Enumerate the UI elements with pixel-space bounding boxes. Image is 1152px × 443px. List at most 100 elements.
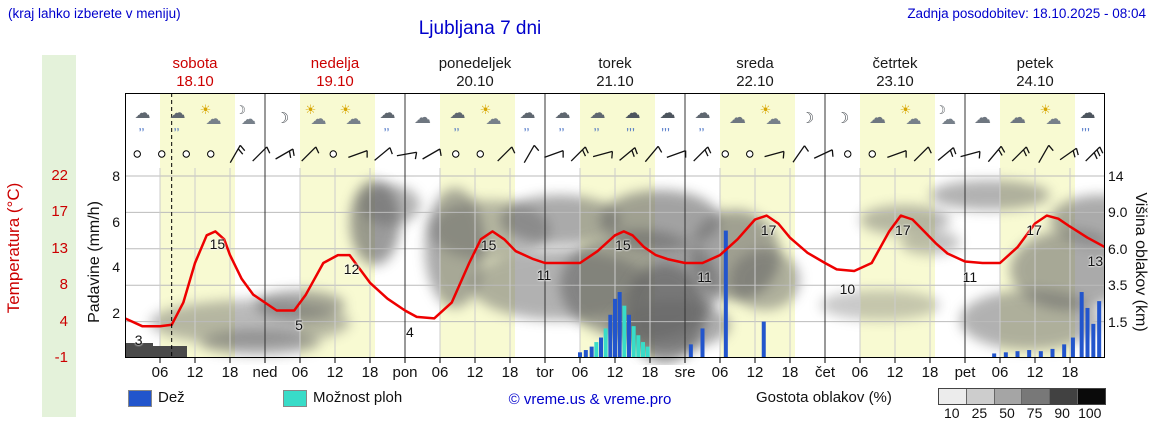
wind-barb-feather [1022, 149, 1028, 157]
calm-wind-icon [452, 150, 460, 158]
x-tick-hour: 12 [1026, 364, 1044, 381]
day-header-ponedeljek: ponedeljek 20.10 [405, 55, 545, 91]
shower-bar [645, 346, 650, 358]
wind-barb-icon [644, 145, 659, 163]
wind-barb-feather [237, 148, 244, 155]
day-date: 21.10 [596, 73, 634, 90]
rain-bar [589, 346, 594, 358]
day-name: torek [598, 55, 632, 72]
cloud-density-legend-label: Gostota oblakov (%) [756, 389, 892, 406]
wind-barb-icon [693, 146, 709, 162]
calm-wind-icon [721, 150, 729, 158]
wind-barb-feather [288, 150, 292, 159]
x-tick-hour: 18 [781, 364, 799, 381]
cloud-density-scale-bar [938, 388, 1106, 405]
wind-barb-icon [987, 145, 1002, 163]
x-tick-hour: 12 [186, 364, 204, 381]
x-tick-hour: 18 [221, 364, 239, 381]
wind-barb-feather [533, 144, 540, 152]
wind-barb-icon [348, 149, 368, 159]
cloud-density-blob [360, 185, 420, 225]
day-date: 19.10 [316, 73, 354, 90]
shower-bar [641, 342, 645, 358]
rain-bar [578, 352, 582, 358]
day-header-sreda: sreda 22.10 [685, 55, 825, 91]
calm-wind-icon [844, 150, 852, 158]
rain-legend-label: Dež [158, 389, 185, 406]
day-date: 20.10 [456, 73, 494, 90]
plot-frame [125, 93, 1105, 358]
x-tick-hour: 06 [851, 364, 869, 381]
temperature-curve [125, 214, 1105, 328]
rain-bar [1079, 292, 1084, 358]
credit-link[interactable]: © vreme.us & vreme.pro [508, 391, 672, 408]
wind-barb-feather [239, 144, 246, 152]
shower-bar [594, 342, 599, 358]
wind-barb-icon [1011, 146, 1027, 162]
wind-barb-feather [581, 149, 587, 157]
cloud-density-blob [930, 180, 1050, 210]
wind-barb-icon [301, 146, 317, 162]
density-scale-cell [994, 389, 1023, 404]
x-tick-hour: 12 [746, 364, 764, 381]
x-tick-hour: 18 [361, 364, 379, 381]
density-scale-cell [966, 389, 995, 404]
temperature-axis-label: Temperatura (°C) [4, 182, 23, 314]
wind-barb-feather [1048, 144, 1054, 152]
wind-barb-icon [913, 146, 929, 162]
wind-barb-feather [414, 152, 418, 160]
wind-barb-feather [511, 146, 516, 154]
wind-barb-icon [960, 150, 981, 158]
density-scale-tick: 25 [971, 405, 988, 421]
calm-wind-icon [207, 150, 215, 158]
x-tick-hour: 06 [571, 364, 589, 381]
wind-barb-feather [389, 147, 393, 155]
wind-barb-icon [570, 146, 586, 162]
wind-barb-feather [1096, 149, 1101, 157]
day-name: nedelja [310, 55, 360, 72]
cloud-density-blob [1010, 230, 1105, 310]
cloud-density-blob [1050, 195, 1105, 245]
past-precip-bar [153, 346, 187, 358]
wind-barb-icon [1059, 147, 1077, 161]
x-tick-hour: 18 [501, 364, 519, 381]
x-tick-hour: 18 [1061, 364, 1079, 381]
rain-bar [617, 292, 622, 358]
day-date: 23.10 [876, 73, 914, 90]
wind-barb-icon [523, 145, 535, 163]
wind-barb-feather [266, 146, 271, 154]
rain-bar [1085, 307, 1090, 358]
rain-bar [608, 314, 613, 358]
wind-barb-icon [619, 147, 636, 161]
day-header-četrtek: četrtek 23.10 [825, 55, 965, 91]
density-scale-cell [1022, 389, 1051, 404]
wind-barb-icon [1085, 146, 1101, 162]
rain-legend-swatch [128, 390, 152, 407]
wind-barb-icon [497, 146, 513, 162]
day-name: četrtek [872, 55, 918, 72]
rain-bar [1050, 348, 1055, 358]
x-tick-day: čet [814, 364, 835, 381]
day-name: petek [1016, 55, 1054, 72]
wind-barb-icon [252, 146, 268, 162]
wind-barb-icon [764, 150, 785, 158]
shower-bar [636, 335, 641, 358]
rain-bar [761, 321, 766, 358]
wind-barb-feather [611, 151, 614, 159]
day-date: 18.10 [176, 73, 214, 90]
x-tick-hour: 06 [151, 364, 169, 381]
rain-bar [688, 344, 693, 358]
page-title: Ljubljana 7 dni [418, 18, 542, 39]
x-tick-day: pet [954, 364, 976, 381]
wind-barb-icon [374, 147, 391, 161]
wind-barb-icon [813, 149, 833, 159]
rain-bar [1015, 351, 1020, 358]
density-scale-cell [939, 389, 967, 404]
x-tick-hour: 18 [921, 364, 939, 381]
wind-barb-feather [831, 149, 834, 157]
rain-bar [1062, 344, 1067, 358]
calm-wind-icon [158, 150, 166, 158]
cloud-density-blob [500, 195, 620, 245]
wind-barb-feather [584, 146, 589, 154]
